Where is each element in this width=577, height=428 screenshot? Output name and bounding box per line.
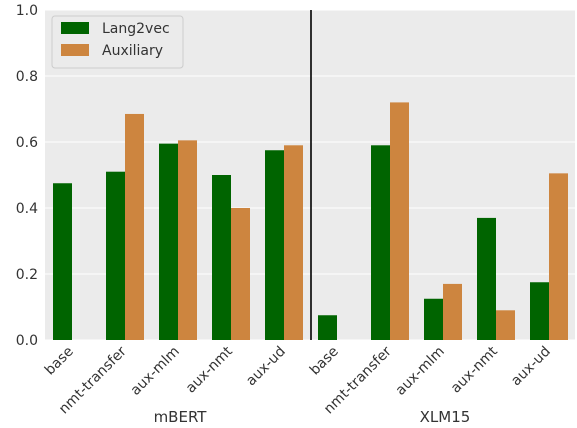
bar-auxiliary-xlm15-aux-ud bbox=[549, 173, 568, 340]
y-axis-ticks: 0.0 0.2 0.4 0.6 0.8 1.0 bbox=[16, 3, 38, 349]
legend: Lang2vec Auxiliary bbox=[51, 15, 184, 69]
bar-auxiliary-mbert-aux-mlm bbox=[178, 140, 197, 340]
x-tick-label: aux-mlm bbox=[393, 344, 448, 399]
bar-lang2vec-xlm15-base bbox=[318, 315, 337, 340]
group-label: XLM15 bbox=[420, 408, 471, 426]
y-tick-label: 1.0 bbox=[16, 3, 38, 19]
y-tick-label: 0.6 bbox=[16, 135, 38, 151]
bar-lang2vec-mbert-aux-nmt bbox=[212, 175, 231, 340]
x-tick-label: aux-nmt bbox=[183, 343, 236, 396]
x-tick-label: base bbox=[307, 344, 342, 379]
legend-label: Lang2vec bbox=[102, 21, 170, 37]
y-tick-label: 0.8 bbox=[16, 69, 38, 85]
y-tick-label: 0.0 bbox=[16, 333, 38, 349]
x-tick-label: aux-ud bbox=[508, 344, 554, 390]
bar-lang2vec-mbert-aux-mlm bbox=[159, 143, 178, 340]
x-tick-label: aux-nmt bbox=[448, 343, 501, 396]
bar-auxiliary-mbert-aux-nmt bbox=[231, 208, 250, 340]
x-tick-label: aux-mlm bbox=[128, 344, 183, 399]
bar-auxiliary-xlm15-nmt-transfer bbox=[390, 102, 409, 341]
bar-lang2vec-mbert-aux-ud bbox=[265, 150, 284, 340]
y-tick-label: 0.2 bbox=[16, 267, 38, 283]
y-tick-label: 0.4 bbox=[16, 201, 38, 217]
bars bbox=[53, 102, 568, 341]
legend-swatch-auxiliary bbox=[61, 44, 89, 56]
bar-auxiliary-mbert-aux-ud bbox=[284, 145, 303, 340]
bar-auxiliary-xlm15-aux-mlm bbox=[443, 283, 462, 340]
legend-label: Auxiliary bbox=[102, 43, 163, 59]
bar-lang2vec-xlm15-nmt-transfer bbox=[371, 145, 390, 340]
bar-auxiliary-mbert-nmt-transfer bbox=[125, 113, 144, 340]
group-labels: mBERT XLM15 bbox=[154, 408, 471, 426]
bar-lang2vec-xlm15-aux-nmt bbox=[477, 217, 496, 340]
bar-auxiliary-xlm15-aux-nmt bbox=[496, 310, 515, 340]
x-tick-label: base bbox=[42, 344, 77, 379]
legend-swatch-lang2vec bbox=[61, 22, 89, 34]
bar-lang2vec-xlm15-aux-mlm bbox=[424, 298, 443, 340]
bar-lang2vec-mbert-nmt-transfer bbox=[106, 171, 125, 340]
bar-lang2vec-mbert-base bbox=[53, 183, 72, 340]
group-label: mBERT bbox=[154, 408, 208, 426]
bar-lang2vec-xlm15-aux-ud bbox=[530, 282, 549, 340]
x-tick-label: aux-ud bbox=[243, 344, 289, 390]
